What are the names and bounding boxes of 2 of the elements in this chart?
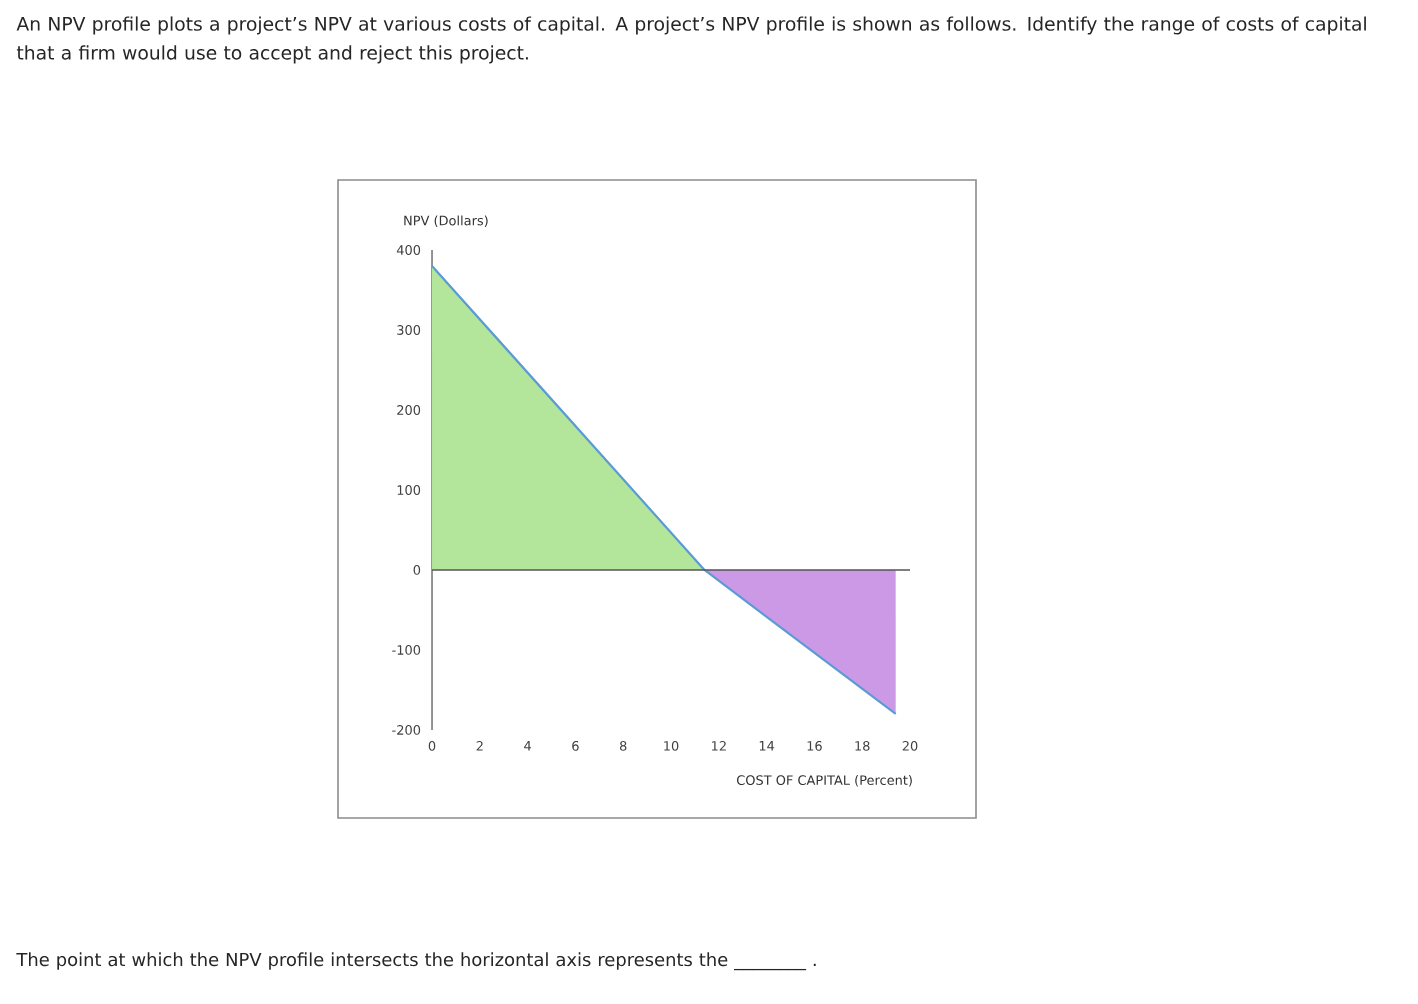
chart-title: An NPV profile plots a project’s NPV at various costs of capital. A project’s NPV profile is shown as follows. Identify the range of costs of capital that a firm would use to accept and reject this project. xyxy=(16,16,1366,64)
text: The point at which the NPV profile intersects the horizontal axis represents the ________ . xyxy=(16,952,816,971)
